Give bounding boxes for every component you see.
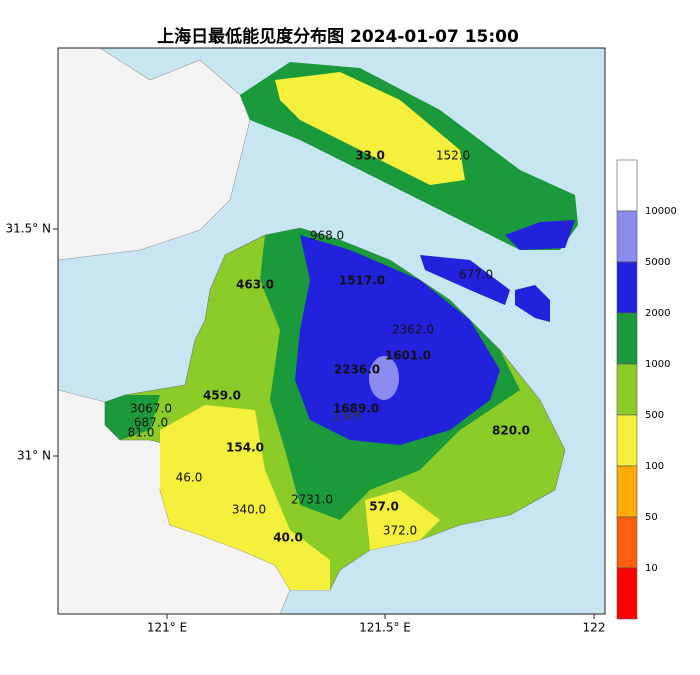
x-axis-label: 122: [583, 621, 606, 635]
x-axis-label: 121.5° E: [359, 621, 411, 635]
zone-green: [105, 395, 160, 440]
station-value: 152.0: [436, 149, 470, 163]
legend-swatch: [616, 516, 638, 569]
y-axis-label: 31.5° N: [5, 222, 51, 236]
legend-swatch: [616, 312, 638, 365]
zone-yellow: [275, 72, 465, 185]
legend-label: 10000: [645, 206, 677, 217]
station-value: 154.0: [226, 441, 264, 455]
station-value: 1689.0: [333, 402, 379, 416]
city-label: 上海市: [332, 410, 362, 423]
station-value: 968.0: [310, 229, 344, 243]
legend-label: 5000: [645, 257, 670, 268]
legend-label: 2000: [645, 308, 670, 319]
zone-blue: [295, 235, 500, 445]
station-value: 33.0: [355, 149, 385, 163]
changxing: [420, 255, 510, 305]
station-value: 372.0: [383, 524, 417, 538]
hengsha: [515, 285, 550, 322]
legend-label: 500: [645, 410, 664, 421]
station-value: 3067.0: [130, 402, 172, 416]
zone-blue: [505, 220, 575, 250]
legend-swatch: [616, 261, 638, 314]
station-value: 2236.0: [334, 363, 380, 377]
station-value: 687.0: [134, 416, 168, 430]
station-value: 677.0: [459, 268, 493, 282]
station-value: 1601.0: [385, 349, 431, 363]
title: 上海日最低能见度分布图 2024-01-07 15:00: [157, 26, 519, 47]
zone-yellow: [160, 405, 330, 590]
station-value: 2362.0: [392, 323, 434, 337]
zone-yellow: [365, 490, 440, 550]
station-value: 57.0: [369, 500, 399, 514]
legend-swatch: [616, 465, 638, 518]
station-value: 2731.0: [291, 493, 333, 507]
legend-label: 1000: [645, 359, 670, 370]
y-axis-label: 31° N: [17, 449, 51, 463]
x-axis-label: 121° E: [147, 621, 187, 635]
legend-swatch: [616, 363, 638, 416]
legend-swatch: [616, 414, 638, 467]
legend-swatch: [616, 159, 638, 212]
station-value: 81.0: [128, 426, 155, 440]
station-value: 340.0: [232, 503, 266, 517]
frame: [57, 47, 606, 615]
station-value: 46.0: [176, 471, 203, 485]
station-value: 820.0: [492, 424, 530, 438]
legend-swatch: [616, 210, 638, 263]
legend-label: 100: [645, 461, 664, 472]
legend-label: 50: [645, 512, 658, 523]
station-value: 463.0: [236, 278, 274, 292]
station-value: 1517.0: [339, 274, 385, 288]
station-value: 40.0: [273, 531, 303, 545]
legend-label: 10: [645, 563, 658, 574]
zone-purple: [369, 356, 399, 400]
station-value: 459.0: [203, 389, 241, 403]
legend-swatch: [616, 567, 638, 620]
